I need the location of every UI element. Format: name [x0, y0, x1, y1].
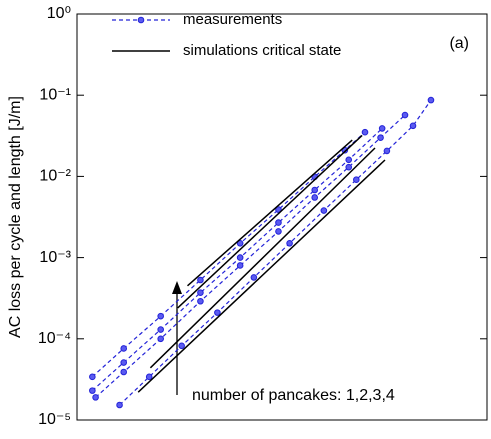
data-point	[378, 125, 386, 132]
legend-marker	[137, 16, 145, 24]
y-axis-label: AC loss per cycle and length [J/m]	[7, 96, 24, 338]
series-line	[187, 139, 353, 287]
legend-label: simulations critical state	[183, 42, 341, 59]
data-point	[120, 368, 128, 376]
data-point	[92, 394, 99, 401]
data-point	[236, 240, 244, 247]
series-line	[91, 127, 383, 392]
data-point	[214, 309, 221, 316]
data-point	[409, 122, 417, 130]
data-point	[311, 186, 319, 194]
data-point	[345, 156, 353, 164]
data-point	[345, 163, 353, 171]
data-point	[197, 297, 204, 305]
data-point	[157, 335, 164, 343]
y-tick-label: 10⁰	[47, 5, 71, 22]
series-line	[95, 114, 406, 398]
data-point	[89, 373, 96, 381]
annotation: number of pancakes: 1,2,3,4	[192, 387, 395, 404]
data-point	[275, 228, 282, 235]
data-point	[320, 207, 328, 214]
data-point	[275, 219, 282, 226]
data-point	[361, 128, 369, 136]
data-point	[311, 194, 319, 201]
data-point	[236, 262, 244, 269]
data-point	[157, 312, 164, 320]
data-point	[178, 342, 185, 350]
plot-frame	[76, 13, 488, 421]
data-point	[383, 147, 391, 155]
arrow-head	[172, 281, 182, 294]
data-point	[427, 96, 435, 104]
data-point	[236, 254, 244, 261]
series-line	[119, 99, 432, 406]
data-point	[89, 387, 96, 394]
y-tick-label: 10⁻⁵	[38, 411, 71, 428]
data-point	[116, 401, 123, 409]
data-point	[250, 274, 258, 281]
y-tick-label: 10⁻¹	[39, 86, 71, 103]
series-line	[177, 134, 363, 309]
y-tick-label: 10⁻²	[39, 168, 71, 185]
series-line	[91, 131, 366, 378]
series-line	[149, 147, 376, 369]
y-tick-label: 10⁻⁴	[38, 330, 71, 347]
data-point	[286, 240, 293, 247]
legend-label: measurements	[183, 11, 282, 28]
data-point	[197, 276, 204, 284]
y-tick-label: 10⁻³	[39, 249, 71, 266]
panel-label: (a)	[449, 35, 469, 52]
data-point	[377, 134, 384, 141]
data-point	[353, 176, 360, 184]
data-point	[157, 326, 164, 333]
series-line	[137, 159, 386, 393]
data-point	[120, 359, 128, 366]
data-point	[145, 373, 153, 381]
data-point	[401, 111, 409, 119]
data-point	[120, 345, 128, 352]
data-point	[275, 206, 282, 213]
data-point	[197, 289, 204, 296]
